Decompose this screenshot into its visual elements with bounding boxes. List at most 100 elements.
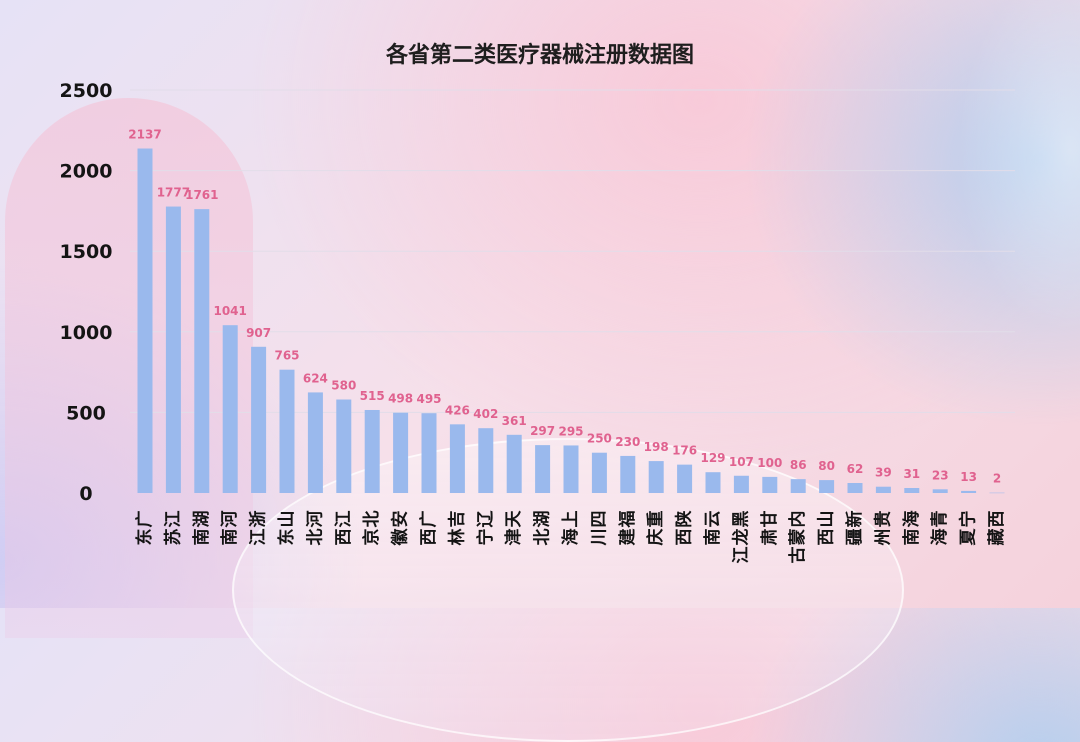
x-tick-char: 疆 — [845, 529, 865, 546]
bar — [733, 475, 749, 493]
x-tick-char: 四 — [589, 511, 609, 528]
chart-title: 各省第二类医疗器械注册数据图 — [385, 42, 694, 68]
x-tick-char: 内 — [787, 511, 808, 528]
data-label: 13 — [960, 470, 977, 484]
bar — [251, 346, 267, 493]
data-label: 80 — [818, 459, 835, 473]
x-tick-char: 广 — [134, 511, 155, 528]
x-tick-char: 河 — [305, 511, 325, 528]
x-tick-char: 黑 — [731, 511, 751, 528]
x-tick-label: 江西 — [334, 511, 354, 546]
data-label: 129 — [700, 451, 725, 465]
data-label: 624 — [303, 371, 328, 385]
data-label: 1777 — [157, 186, 190, 200]
bar — [194, 209, 210, 493]
x-tick-label: 湖南 — [191, 511, 212, 546]
x-tick-label: 上海 — [560, 511, 581, 546]
data-label: 1761 — [185, 188, 218, 202]
x-tick-char: 吉 — [447, 511, 467, 528]
x-tick-label: 山西 — [817, 511, 837, 546]
x-tick-label: 云南 — [702, 511, 723, 546]
y-tick-label: 1000 — [60, 322, 113, 344]
x-tick-char: 北 — [305, 529, 325, 546]
x-tick-char: 陕 — [674, 511, 695, 528]
bar — [307, 392, 323, 493]
data-label: 907 — [246, 326, 271, 340]
x-tick-char: 江 — [163, 511, 183, 528]
data-label: 297 — [530, 424, 555, 438]
bar — [591, 452, 607, 493]
x-tick-char: 西 — [675, 529, 695, 546]
x-tick-char: 上 — [561, 511, 581, 528]
x-tick-char: 贵 — [872, 511, 893, 528]
x-tick-label: 海南 — [901, 511, 922, 546]
x-tick-char: 福 — [617, 511, 638, 529]
data-label: 86 — [790, 458, 807, 472]
x-tick-label: 青海 — [929, 511, 950, 546]
bar — [279, 369, 295, 493]
x-tick-char: 浙 — [248, 511, 269, 528]
x-tick-char: 河 — [220, 511, 240, 528]
x-tick-char: 南 — [702, 529, 723, 546]
bar — [790, 479, 806, 493]
x-tick-label: 四川 — [589, 511, 609, 547]
x-tick-char: 海 — [929, 529, 950, 546]
x-tick-char: 湖 — [192, 511, 212, 528]
bar — [506, 434, 522, 493]
x-tick-char: 龙 — [730, 529, 751, 547]
x-tick-label: 河南 — [219, 511, 240, 546]
data-label: 1041 — [213, 304, 246, 318]
data-label: 361 — [502, 414, 527, 428]
x-tick-label: 福建 — [617, 511, 638, 546]
data-label: 495 — [416, 392, 441, 406]
x-tick-char: 北 — [533, 529, 553, 546]
data-label: 402 — [473, 407, 498, 421]
x-tick-label: 西藏 — [987, 511, 1007, 546]
x-tick-char: 津 — [503, 529, 524, 546]
data-label: 107 — [729, 455, 754, 469]
data-label: 580 — [331, 379, 356, 393]
x-tick-char: 云 — [703, 511, 723, 528]
x-tick-label: 河北 — [305, 511, 325, 546]
x-tick-char: 宁 — [958, 511, 979, 528]
bar — [819, 480, 835, 493]
x-tick-label: 重庆 — [645, 511, 666, 546]
x-tick-char: 肃 — [760, 529, 780, 546]
data-label: 100 — [757, 456, 782, 470]
x-tick-char: 东 — [276, 529, 297, 546]
x-tick-label: 内蒙古 — [787, 511, 808, 564]
y-tick-label: 1500 — [60, 241, 113, 263]
x-tick-label: 江苏 — [162, 511, 183, 546]
background-glow-right — [900, 0, 1080, 608]
data-label: 2 — [993, 472, 1001, 486]
bar — [989, 492, 1005, 494]
x-tick-char: 蒙 — [787, 529, 808, 546]
x-tick-label: 辽宁 — [475, 510, 496, 546]
x-tick-char: 东 — [134, 529, 155, 546]
x-tick-label: 新疆 — [844, 511, 865, 546]
x-tick-char: 藏 — [987, 529, 1007, 546]
x-tick-char: 西 — [817, 529, 837, 546]
data-label: 23 — [932, 468, 949, 482]
bar — [449, 424, 465, 493]
bar — [421, 413, 437, 493]
data-label: 230 — [615, 435, 640, 449]
x-tick-label: 北京 — [361, 511, 382, 546]
x-tick-char: 海 — [560, 529, 581, 546]
x-tick-char: 西 — [334, 529, 354, 546]
bar — [620, 455, 636, 493]
bar — [932, 489, 948, 493]
x-tick-label: 天津 — [503, 510, 524, 546]
x-tick-char: 州 — [873, 529, 893, 547]
x-tick-label: 山东 — [276, 511, 297, 546]
x-tick-char: 青 — [929, 511, 950, 528]
x-tick-char: 建 — [617, 529, 638, 546]
x-tick-char: 天 — [504, 510, 524, 528]
bar — [535, 445, 551, 493]
x-tick-char: 新 — [844, 511, 865, 528]
x-tick-label: 浙江 — [248, 511, 269, 546]
x-tick-label: 黑龙江 — [730, 511, 751, 564]
x-tick-char: 古 — [787, 547, 808, 564]
